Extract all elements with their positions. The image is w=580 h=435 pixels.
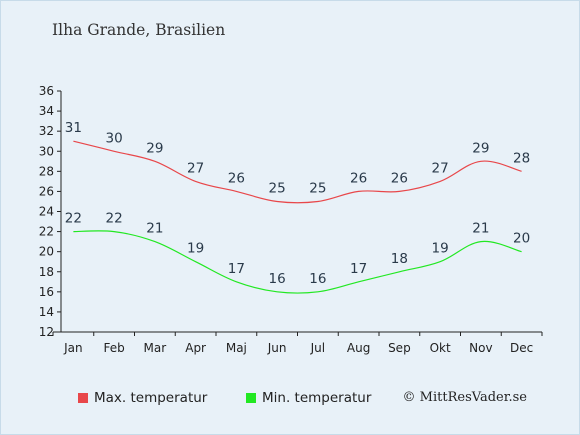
data-label-min: 22 — [65, 211, 82, 227]
data-label-max: 28 — [513, 150, 530, 166]
data-label-min: 21 — [472, 221, 489, 237]
data-label-min: 18 — [391, 251, 408, 267]
y-tick-label: 18 — [39, 265, 54, 279]
x-tick-label: Okt — [430, 341, 451, 355]
data-label-min: 20 — [513, 231, 530, 247]
x-tick-label: Jan — [63, 341, 83, 355]
x-tick-label: Mar — [144, 341, 167, 355]
data-label-max: 25 — [269, 180, 286, 196]
x-tick-label: Jul — [310, 341, 325, 355]
data-label-min: 19 — [432, 241, 449, 257]
credit-text: © MittResVader.se — [402, 390, 527, 405]
series-line-min — [73, 230, 522, 294]
y-tick-label: 14 — [39, 305, 54, 319]
y-tick-label: 32 — [39, 124, 54, 138]
legend-label-min: Min. temperatur — [262, 390, 372, 406]
y-tick-label: 28 — [39, 164, 54, 178]
data-label-max: 29 — [472, 140, 489, 156]
x-tick-label: Maj — [226, 341, 247, 355]
legend-item-max: Max. temperatur — [78, 390, 207, 406]
y-tick-label: 36 — [39, 84, 54, 98]
data-label-max: 29 — [146, 140, 163, 156]
data-label-min: 16 — [269, 271, 286, 287]
y-tick-label: 30 — [39, 144, 54, 158]
y-tick-label: 34 — [39, 104, 54, 118]
x-tick-label: Feb — [104, 341, 125, 355]
data-label-min: 22 — [106, 211, 123, 227]
y-tick-label: 12 — [39, 325, 54, 339]
data-label-max: 26 — [391, 170, 408, 186]
data-label-max: 25 — [309, 180, 326, 196]
x-tick-label: Nov — [469, 341, 492, 355]
data-label-max: 27 — [432, 160, 449, 176]
legend-swatch-min — [246, 393, 256, 403]
legend-label-max: Max. temperatur — [94, 390, 208, 406]
y-tick-label: 20 — [39, 245, 54, 259]
chart-title: Ilha Grande, Brasilien — [52, 21, 226, 39]
data-label-min: 17 — [350, 261, 367, 277]
data-label-min: 16 — [309, 271, 326, 287]
x-tick-label: Jun — [267, 341, 287, 355]
data-label-max: 26 — [228, 170, 245, 186]
data-label-max: 27 — [187, 160, 204, 176]
legend-swatch-max — [78, 393, 88, 403]
y-tick-label: 26 — [39, 184, 54, 198]
x-tick-label: Dec — [510, 341, 533, 355]
data-label-max: 31 — [65, 120, 82, 136]
x-tick-label: Apr — [185, 341, 206, 355]
y-tick-label: 16 — [39, 285, 54, 299]
y-tick-label: 24 — [39, 205, 54, 219]
data-label-max: 26 — [350, 170, 367, 186]
y-tick-label: 22 — [39, 225, 54, 239]
data-label-min: 21 — [146, 221, 163, 237]
data-label-min: 17 — [228, 261, 245, 277]
x-tick-label: Sep — [388, 341, 411, 355]
series-line-max — [73, 140, 522, 204]
x-tick-label: Aug — [347, 341, 370, 355]
legend-item-min: Min. temperatur — [246, 390, 371, 406]
data-label-max: 30 — [106, 130, 123, 146]
data-label-min: 19 — [187, 241, 204, 257]
